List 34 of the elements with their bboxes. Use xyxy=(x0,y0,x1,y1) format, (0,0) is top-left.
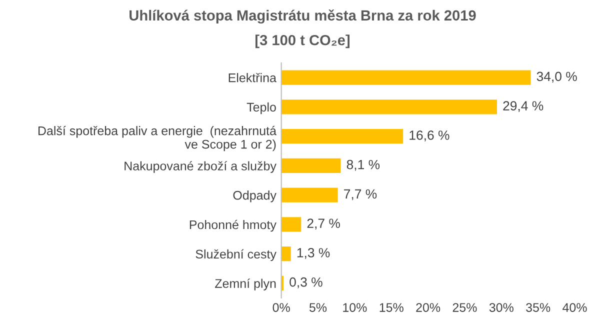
y-tick-label: Teplo xyxy=(246,102,276,114)
y-tick-label: Elektřina xyxy=(228,73,276,82)
y-tick-label: Zemní plyn xyxy=(215,278,276,290)
y-tick-label: Odpady xyxy=(233,190,276,202)
chart-subtitle: [3 100 t CO₂e] xyxy=(256,34,350,48)
bar xyxy=(281,246,291,262)
data-label: 16,6 % xyxy=(410,130,450,142)
x-tick-label: 40% xyxy=(562,303,587,312)
x-tick-label: 0% xyxy=(272,303,290,312)
data-label: 8,1 % xyxy=(346,160,380,171)
x-tick-label: 15% xyxy=(380,303,404,312)
data-label: 29,4 % xyxy=(503,101,544,112)
x-tick-label: 25% xyxy=(452,303,477,312)
data-label: 7,7 % xyxy=(344,189,377,200)
bar xyxy=(281,217,302,232)
x-tick-label: 20% xyxy=(416,303,440,312)
data-label: 2,7 % xyxy=(307,218,340,230)
chart-title: Uhlíková stopa Magistrátu města Brna za rok 2019 xyxy=(130,10,476,24)
bar xyxy=(281,100,497,114)
data-label: 0,3 % xyxy=(290,277,322,288)
x-tick-label: 5% xyxy=(309,303,327,312)
y-tick-label: Další spotřeba paliv a energie (nezahrnutá ve Scope 1 or 2) xyxy=(38,126,276,152)
y-tick-label: Nakupované zboží a služby xyxy=(124,161,276,173)
y-tick-label: Pohonné hmoty xyxy=(190,220,276,232)
x-tick-label: 35% xyxy=(526,303,550,312)
bar xyxy=(281,128,404,144)
bar xyxy=(281,158,341,174)
data-label: 1,3 % xyxy=(297,248,330,259)
y-tick-label: Služební cesty xyxy=(196,249,276,262)
data-label: 34,0 % xyxy=(536,72,577,83)
x-tick-label: 30% xyxy=(489,303,514,312)
x-tick-label: 10% xyxy=(343,303,367,312)
bar xyxy=(281,188,338,202)
bar xyxy=(281,70,531,85)
